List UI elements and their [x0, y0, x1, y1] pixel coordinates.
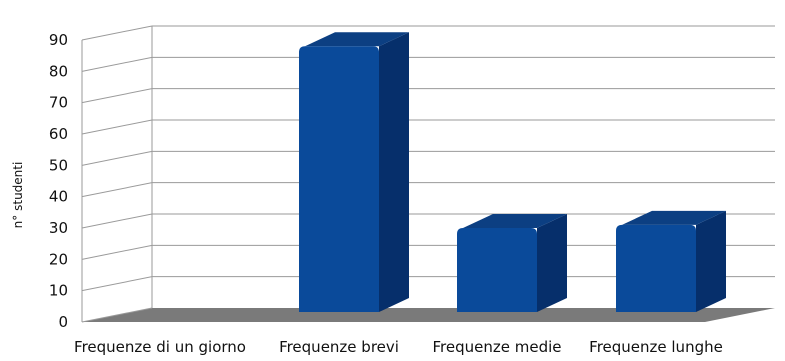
bar: [457, 214, 567, 312]
chart-floor: [82, 308, 775, 322]
side-gridline: [81, 119, 153, 135]
x-category-label: Frequenze medie: [433, 338, 562, 356]
side-gridline: [81, 182, 153, 198]
bars: [299, 32, 726, 313]
side-gridline: [81, 213, 153, 229]
y-tick-label: 80: [49, 62, 68, 80]
side-gridline: [81, 276, 153, 292]
y-tick-label: 60: [49, 125, 68, 143]
bar: [616, 210, 726, 312]
y-tick-label: 10: [49, 282, 68, 300]
y-tick-label: 20: [49, 250, 68, 268]
side-gridline: [81, 244, 153, 260]
y-tick-label: 70: [49, 94, 68, 112]
bar-top-face: [305, 32, 409, 47]
side-gridline: [81, 25, 153, 41]
bar-top-face: [622, 210, 726, 225]
side-gridline: [81, 56, 153, 72]
y-axis-label: n° studenti: [11, 162, 25, 229]
bar-side-face: [379, 32, 409, 313]
bar-side-face: [696, 210, 726, 312]
x-category-label: Frequenze lunghe: [589, 338, 723, 356]
floor-plane: [82, 308, 775, 322]
bar-front-face: [616, 224, 696, 312]
x-category-label: Frequenze brevi: [279, 338, 399, 356]
side-gridline: [81, 88, 153, 104]
y-tick-labels: 0 10 20 30 40 50 60 70 80 90: [49, 31, 68, 331]
bar-front-face: [299, 46, 379, 313]
side-gridline: [81, 307, 153, 323]
y-tick-label: 50: [49, 156, 68, 174]
y-tick-label: 30: [49, 219, 68, 237]
x-category-label: Frequenze di un giorno: [74, 338, 246, 356]
y-tick-label: 90: [49, 31, 68, 49]
bar: [299, 32, 409, 313]
side-gridline: [81, 150, 153, 166]
y-tick-label: 40: [49, 188, 68, 206]
y-tick-label: 0: [58, 313, 68, 331]
bar-top-face: [463, 214, 567, 228]
bar-front-face: [457, 228, 537, 312]
x-category-labels: Frequenze di un giorno Frequenze brevi Fre…: [74, 338, 723, 356]
bar-side-face: [537, 214, 567, 312]
